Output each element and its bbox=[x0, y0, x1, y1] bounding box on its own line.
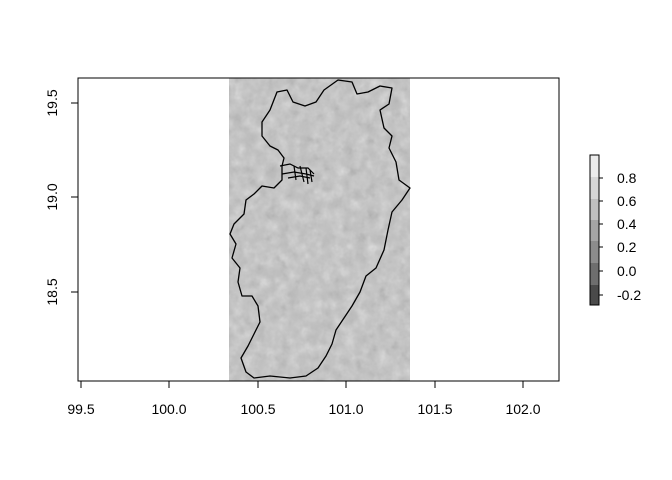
legend-swatch bbox=[590, 199, 599, 220]
legend-label: 0.8 bbox=[617, 170, 637, 186]
y-tick-label: 19.0 bbox=[44, 183, 60, 210]
legend-label: 0.0 bbox=[617, 263, 637, 279]
x-tick-label: 101.0 bbox=[328, 401, 363, 417]
x-axis bbox=[80, 380, 524, 388]
legend-swatch bbox=[590, 263, 599, 285]
y-axis bbox=[71, 102, 79, 293]
legend-frame bbox=[589, 154, 600, 306]
x-tick-label: 101.5 bbox=[417, 401, 452, 417]
legend-swatch bbox=[590, 285, 599, 305]
y-tick-label: 18.5 bbox=[44, 278, 60, 305]
legend-swatch bbox=[590, 220, 599, 241]
y-tick-label: 19.5 bbox=[44, 89, 60, 116]
raster-texture bbox=[229, 78, 410, 381]
province-boundary bbox=[229, 79, 411, 379]
legend-swatch bbox=[590, 177, 599, 199]
legend-swatch bbox=[590, 155, 599, 177]
legend-swatch bbox=[590, 241, 599, 263]
x-tick-label: 100.0 bbox=[151, 401, 186, 417]
legend-label: 0.6 bbox=[617, 193, 637, 209]
x-tick-label: 99.5 bbox=[67, 401, 94, 417]
x-tick-label: 100.5 bbox=[240, 401, 275, 417]
x-tick-label: 102.0 bbox=[505, 401, 540, 417]
legend-label: 0.4 bbox=[617, 216, 637, 232]
raster-layer bbox=[229, 78, 410, 381]
legend-colorbar: 0.8 0.6 0.4 0.2 0.0 -0.2 bbox=[589, 154, 641, 306]
district-lines bbox=[279, 163, 315, 185]
legend-label: 0.2 bbox=[617, 239, 637, 255]
legend-label: -0.2 bbox=[617, 287, 641, 303]
